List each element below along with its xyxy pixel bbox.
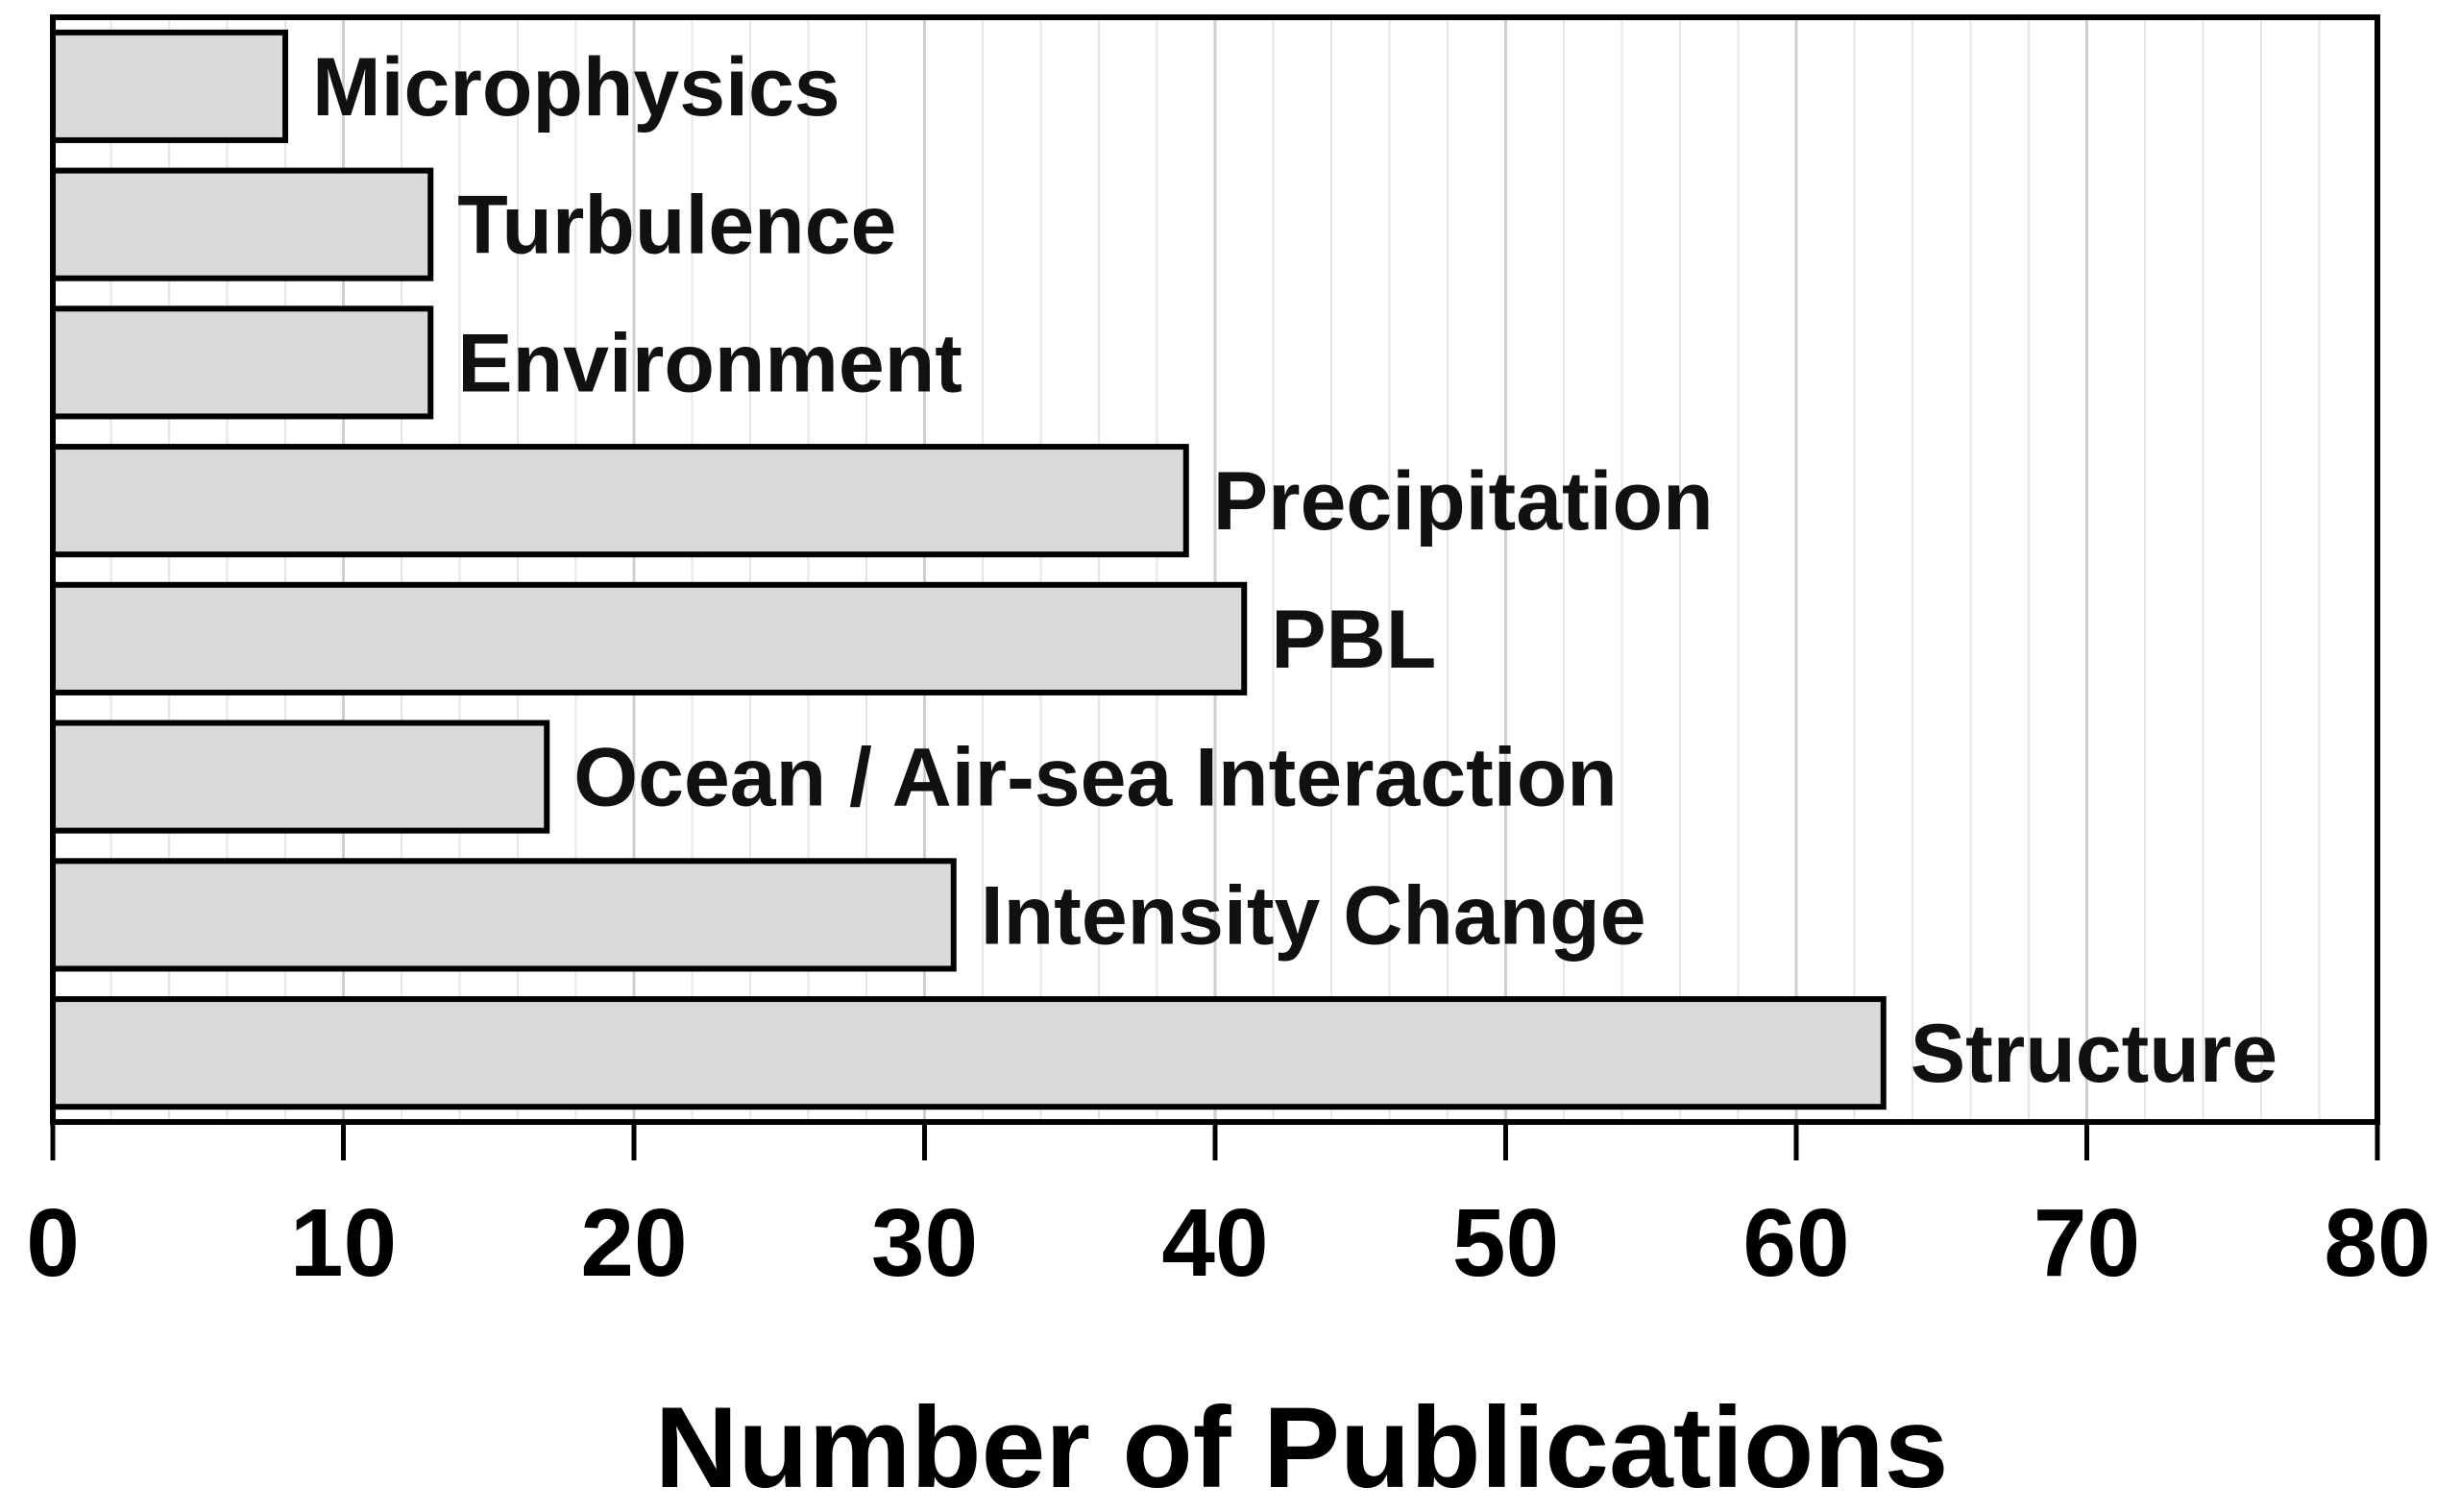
x-axis-title: Number of Publications xyxy=(655,1383,1949,1512)
bar-label: Microphysics xyxy=(312,41,840,134)
x-tick-label: 70 xyxy=(2034,1189,2140,1297)
bar-label: Structure xyxy=(1911,1008,2277,1100)
x-axis: 0 10 20 30 40 50 60 70 80 xyxy=(26,1122,2431,1297)
bar xyxy=(50,858,957,972)
bar-label: Environment xyxy=(457,317,962,409)
bar xyxy=(50,719,550,834)
x-tick-label: 10 xyxy=(290,1189,397,1297)
x-tick-label: 60 xyxy=(1742,1189,1849,1297)
x-tick-label: 50 xyxy=(1452,1189,1559,1297)
bar xyxy=(50,996,1887,1110)
bar xyxy=(50,305,434,420)
x-tick-label: 20 xyxy=(580,1189,687,1297)
x-tick-label: 0 xyxy=(26,1189,80,1297)
x-tick-label: 30 xyxy=(871,1189,978,1297)
bar xyxy=(50,444,1189,558)
bar-label: PBL xyxy=(1271,594,1436,686)
bars: Microphysics Turbulence Environment Precipi… xyxy=(50,29,2277,1110)
bar-label: Ocean / Air-sea Interaction xyxy=(573,732,1618,824)
bar-label: Intensity Change xyxy=(981,869,1646,962)
bar xyxy=(50,167,434,281)
bar-label: Turbulence xyxy=(457,180,896,272)
x-tick-label: 40 xyxy=(1161,1189,1268,1297)
bar xyxy=(50,29,288,143)
x-tick-label: 80 xyxy=(2324,1189,2430,1297)
bar xyxy=(50,581,1248,695)
bar-label: Precipitation xyxy=(1213,455,1714,548)
